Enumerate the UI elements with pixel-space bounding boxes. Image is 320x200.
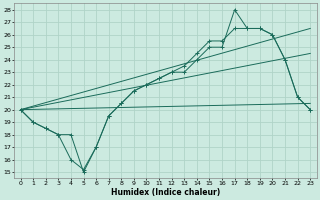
X-axis label: Humidex (Indice chaleur): Humidex (Indice chaleur) — [111, 188, 220, 197]
